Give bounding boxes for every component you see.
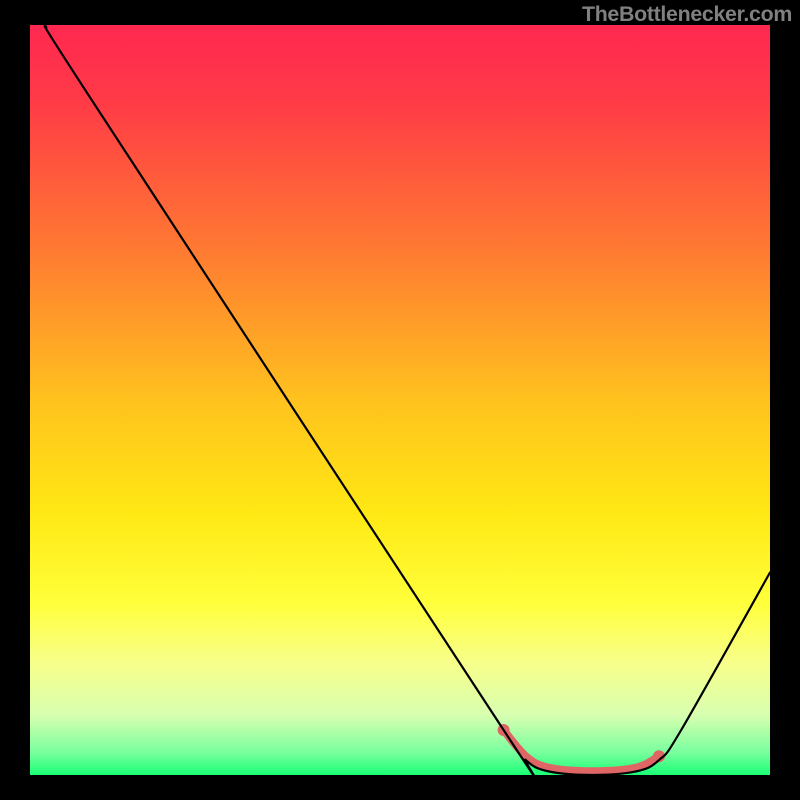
watermark-text: TheBottlenecker.com — [582, 2, 792, 27]
bottleneck-chart: TheBottlenecker.com — [0, 0, 800, 800]
plot-gradient-background — [30, 25, 770, 775]
chart-svg — [0, 0, 800, 800]
